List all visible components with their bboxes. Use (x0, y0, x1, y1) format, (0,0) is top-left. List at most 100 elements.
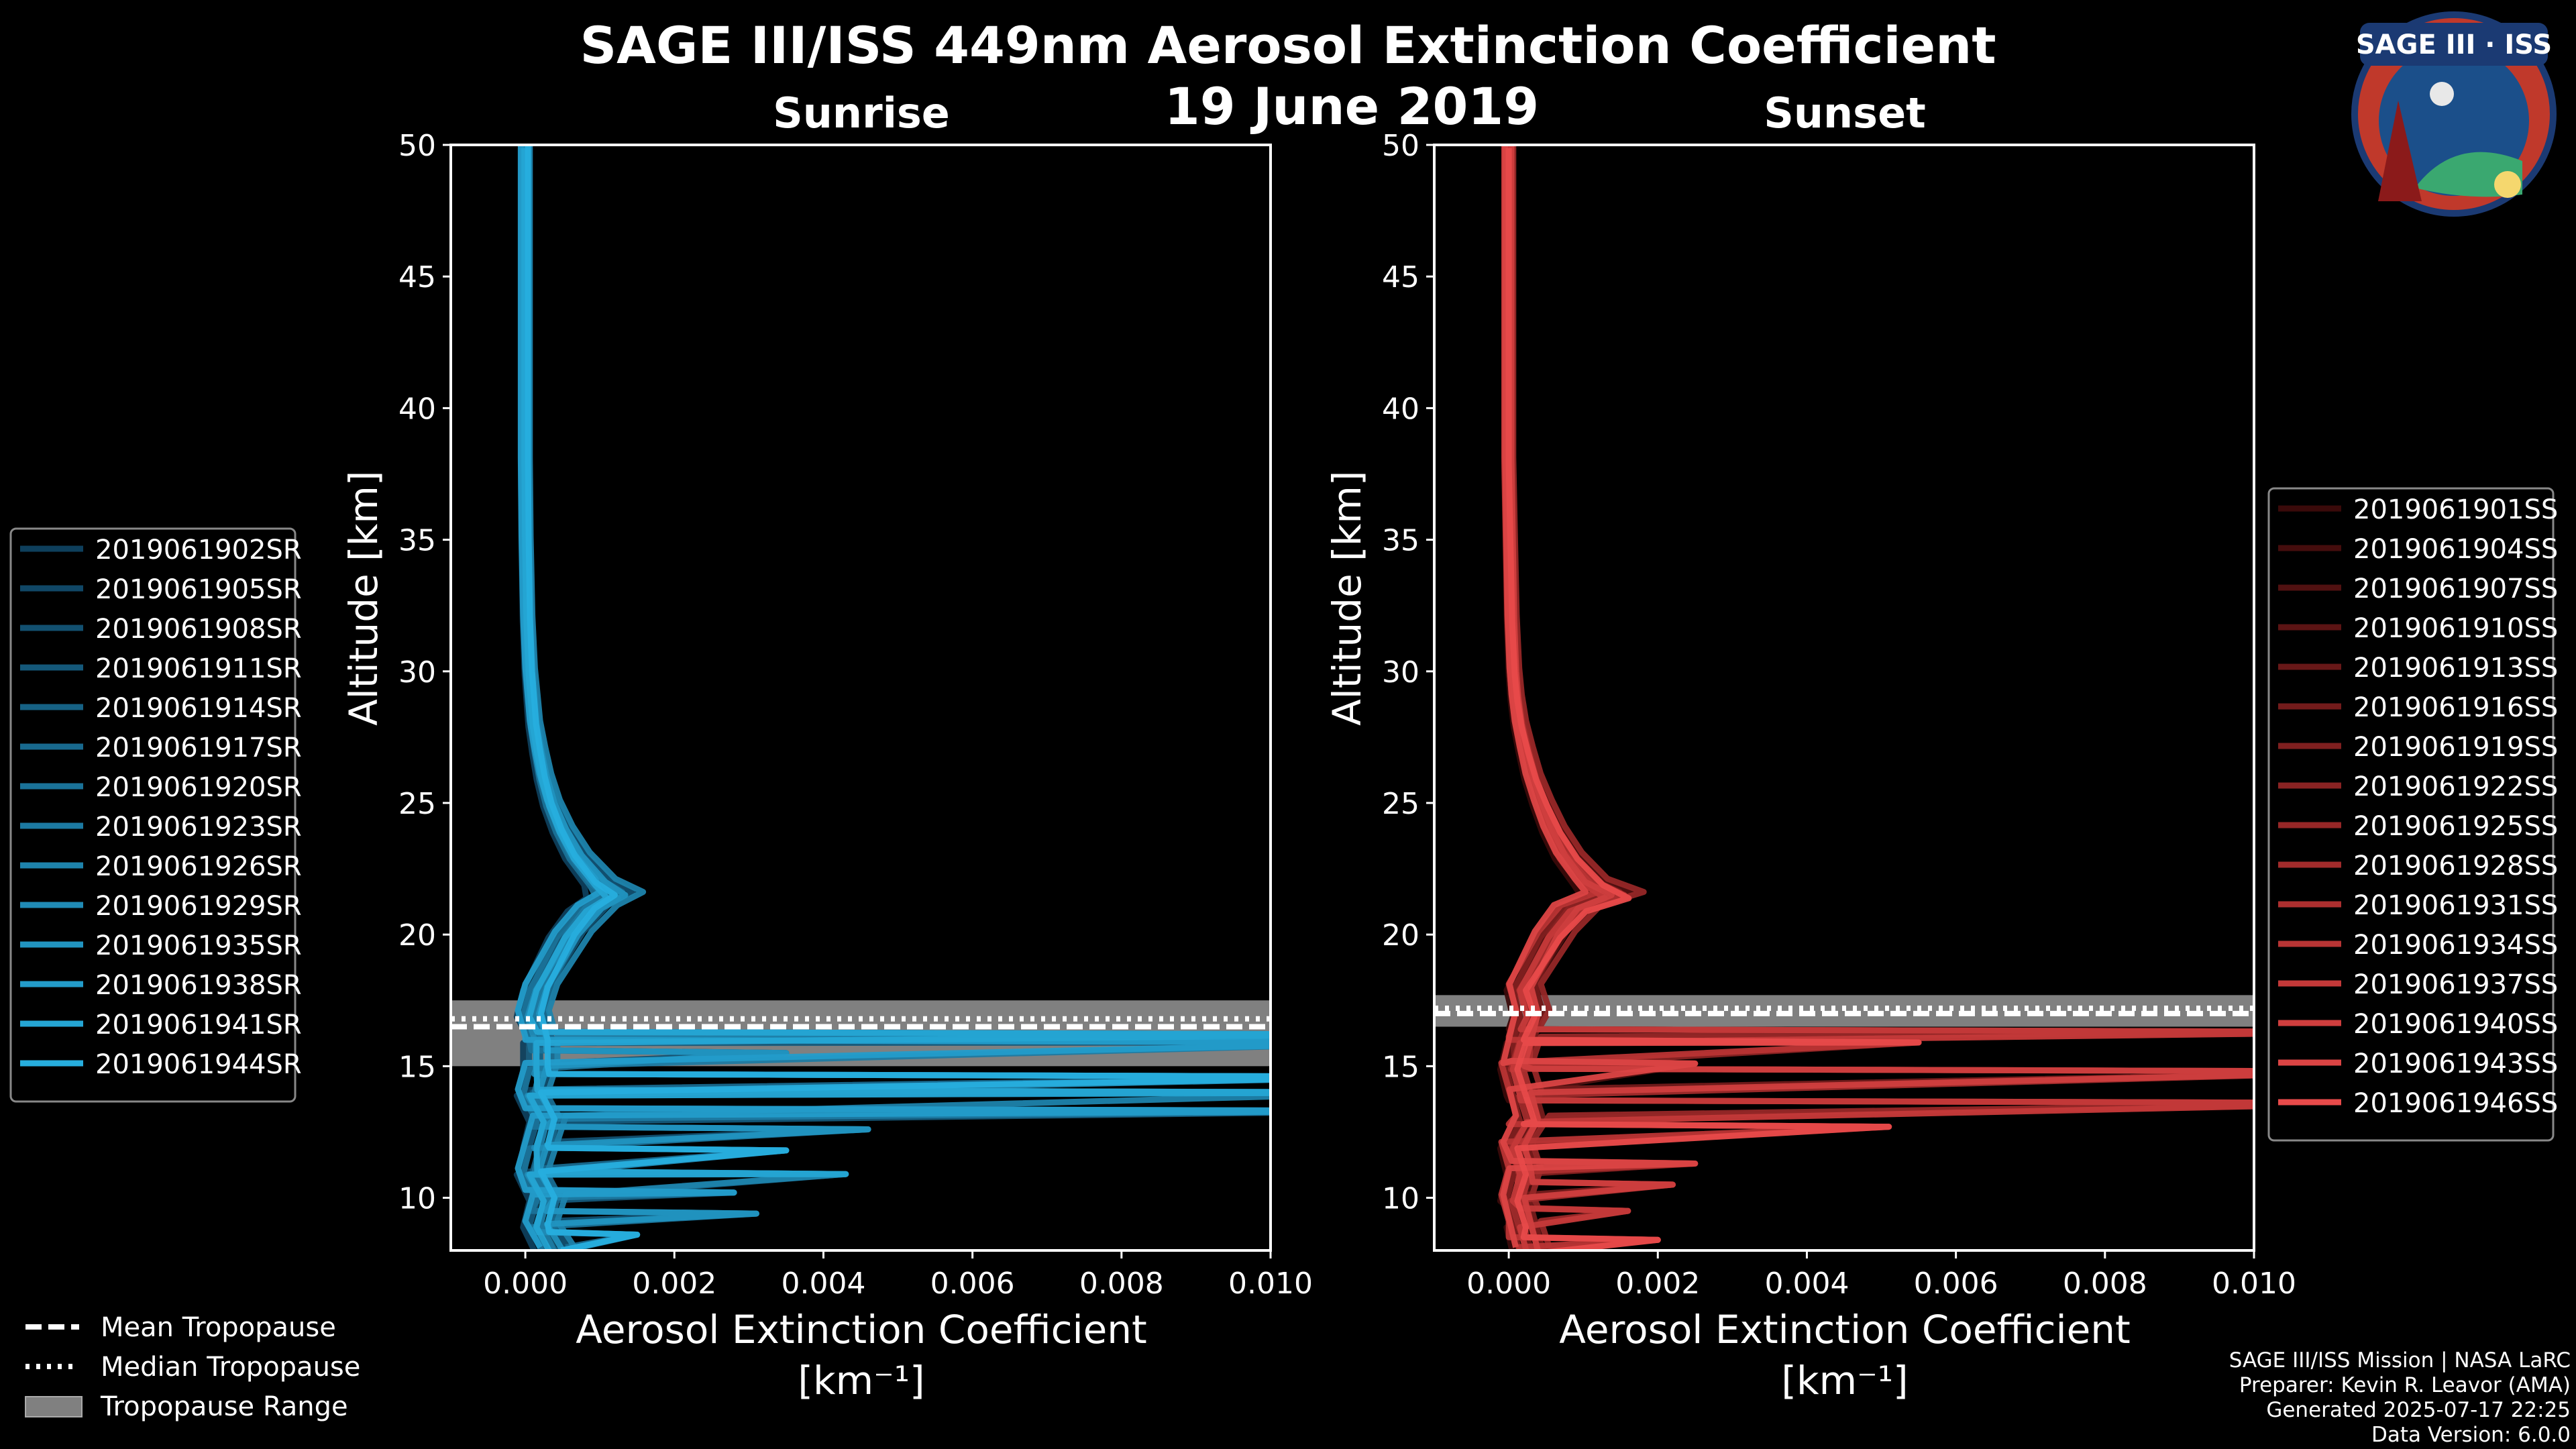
x-axis-label: Aerosol Extinction Coefficient (1559, 1307, 2131, 1352)
legend-entry: 2019061905SR (95, 574, 302, 605)
x-tick-label: 0.002 (1615, 1267, 1700, 1301)
sunset-legend: 2019061901SS 2019061904SS 2019061907SS 2019… (2267, 487, 2558, 1142)
sunrise-panel: Sunrise 10 15 20 25 30 35 40 45 50 0.000 0.002 0.004… (341, 89, 1313, 1403)
legend-entry: 2019061941SR (95, 1010, 302, 1040)
legend-entry: 2019061929SR (95, 891, 302, 922)
y-tick-label: 10 (1382, 1182, 1419, 1216)
y-tick-label: 45 (398, 260, 436, 294)
panel-title: Sunset (1764, 89, 1926, 138)
legend-entry: 2019061926SR (95, 851, 302, 882)
logo-text: SAGE III · ISS (2356, 30, 2552, 60)
mean-tropopause-label: Mean Tropopause (101, 1312, 336, 1343)
legend-entry: 2019061913SS (2353, 653, 2558, 684)
sun-icon (2494, 171, 2521, 198)
y-tick-label: 30 (398, 655, 436, 690)
moon-icon (2430, 82, 2454, 106)
y-tick-label: 30 (1382, 655, 1419, 690)
x-axis-label: Aerosol Extinction Coefficient (576, 1307, 1147, 1352)
profile-line-2019061943SS (1500, 145, 1699, 1248)
legend-entry: 2019061902SR (95, 535, 302, 566)
plot-content (451, 145, 1271, 1250)
sunrise-legend: 2019061902SR 2019061905SR 2019061908SR 2019… (9, 527, 302, 1103)
y-tick-label: 10 (398, 1182, 436, 1216)
legend-entry: 2019061910SS (2353, 613, 2558, 644)
legend-entry: 2019061916SS (2353, 692, 2558, 723)
credits: SAGE III/ISS Mission | NASA LaRC Prepare… (2229, 1348, 2571, 1447)
credit-line-2: Preparer: Kevin R. Leavor (AMA) (2239, 1373, 2571, 1397)
legend-entry: 2019061931SS (2353, 890, 2558, 921)
y-tick-label: 50 (398, 129, 436, 163)
credit-line-4: Data Version: 6.0.0 (2371, 1423, 2571, 1447)
profile-line-2019061944SR (525, 145, 1271, 1250)
y-tick-label: 15 (398, 1050, 436, 1084)
profile-line-2019061941SR (521, 148, 1271, 1250)
figure-title: SAGE III/ISS 449nm Aerosol Extinction Co… (580, 15, 1996, 75)
legend-entry: 2019061920SR (95, 772, 302, 803)
legend-entry: 2019061923SR (95, 812, 302, 843)
legend-entry: 2019061928SS (2353, 851, 2558, 881)
mission-logo: SAGE III · ISS (2351, 11, 2557, 217)
x-tick-label: 0.010 (1228, 1267, 1313, 1301)
legend-entry: 2019061925SS (2353, 811, 2558, 842)
figure-date: 19 June 2019 (1165, 76, 1539, 136)
legend-entry: 2019061919SS (2353, 732, 2558, 763)
legend-entry: 2019061907SS (2353, 574, 2558, 604)
profile-line-2019061946SS (1505, 148, 1922, 1250)
sunset-panel: Sunset 10 15 20 25 30 35 40 45 50 0.000 0.002 0.004 0… (1324, 89, 2296, 1403)
x-tick-label: 0.006 (930, 1267, 1015, 1301)
legend-entry: 2019061943SS (2353, 1049, 2558, 1079)
y-tick-label: 50 (1382, 129, 1419, 163)
y-tick-label: 40 (398, 392, 436, 426)
y-tick-label: 25 (398, 787, 436, 821)
logo-banner (2360, 23, 2548, 66)
legend-entry: 2019061904SS (2353, 534, 2558, 565)
profile-line-2019061938SR (515, 145, 1271, 1249)
legend-box (9, 527, 297, 1103)
legend-entry: 2019061901SS (2353, 494, 2558, 525)
panel-title: Sunrise (773, 89, 950, 138)
y-axis-label: Altitude [km] (341, 470, 386, 725)
x-tick-label: 0.002 (632, 1267, 716, 1301)
legend-box (2267, 487, 2555, 1142)
credit-line-3: Generated 2025-07-17 22:25 (2266, 1398, 2571, 1422)
y-tick-label: 15 (1382, 1050, 1419, 1084)
legend-entry: 2019061935SR (95, 930, 302, 961)
legend-entry: 2019061937SS (2353, 969, 2558, 1000)
y-tick-label: 20 (398, 918, 436, 953)
legend-entry: 2019061922SS (2353, 771, 2558, 802)
y-tick-label: 20 (1382, 918, 1419, 953)
x-tick-label: 0.000 (483, 1267, 568, 1301)
tropopause-range-swatch (25, 1396, 83, 1417)
x-tick-label: 0.010 (2212, 1267, 2296, 1301)
x-axis-unit: [km⁻¹] (798, 1358, 924, 1403)
legend-entry: 2019061946SS (2353, 1088, 2558, 1119)
y-tick-label: 45 (1382, 260, 1419, 294)
tropopause-range-label: Tropopause Range (100, 1391, 348, 1422)
legend-entry: 2019061938SR (95, 970, 302, 1001)
x-tick-label: 0.008 (1079, 1267, 1164, 1301)
legend-entry: 2019061911SR (95, 653, 302, 684)
x-axis-unit: [km⁻¹] (1781, 1358, 1908, 1403)
y-tick-label: 35 (398, 524, 436, 558)
x-tick-label: 0.004 (1764, 1267, 1849, 1301)
plot-frame (1433, 144, 2255, 1252)
x-tick-label: 0.008 (2063, 1267, 2147, 1301)
y-tick-label: 35 (1382, 524, 1419, 558)
y-axis-label: Altitude [km] (1324, 470, 1370, 725)
credit-line-1: SAGE III/ISS Mission | NASA LaRC (2229, 1348, 2571, 1373)
plot-content (1434, 145, 2254, 1250)
x-tick-label: 0.000 (1466, 1267, 1551, 1301)
legend-entry: 2019061917SR (95, 733, 302, 763)
median-tropopause-label: Median Tropopause (101, 1352, 360, 1383)
legend-entry: 2019061940SS (2353, 1009, 2558, 1040)
tropopause-legend: Mean Tropopause Median Tropopause Tropop… (25, 1312, 360, 1422)
legend-entry: 2019061934SS (2353, 930, 2558, 961)
legend-entry: 2019061944SR (95, 1049, 302, 1080)
x-tick-label: 0.006 (1914, 1267, 1998, 1301)
legend-entry: 2019061914SR (95, 693, 302, 724)
plot-frame (449, 144, 1272, 1252)
x-tick-label: 0.004 (781, 1267, 865, 1301)
scientist-figure-icon (2378, 101, 2422, 201)
y-tick-label: 25 (1382, 787, 1419, 821)
